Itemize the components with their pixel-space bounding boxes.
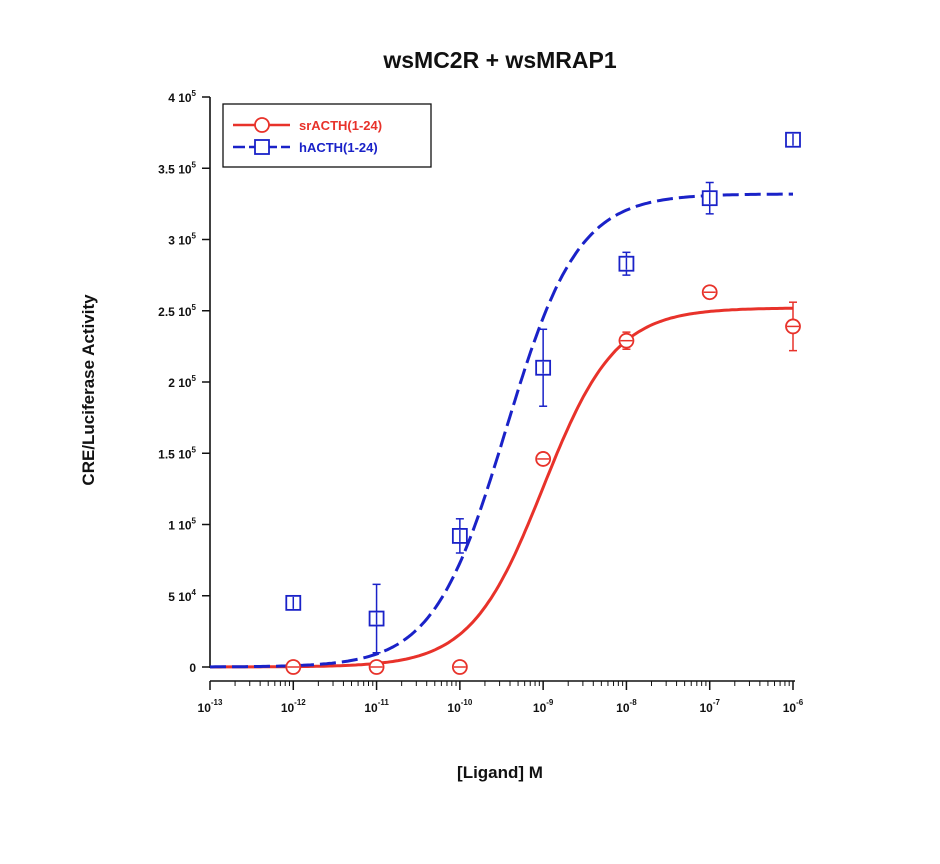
x-tick-label: 10-11 — [364, 698, 389, 715]
legend-marker-square — [254, 139, 270, 155]
y-axis-label: CRE/Luciferase Activity — [79, 294, 98, 486]
y-tick-label: 2 105 — [168, 374, 196, 390]
x-tick-label: 10-8 — [616, 698, 637, 715]
x-tick-label: 10-6 — [783, 698, 804, 715]
legend: srACTH(1-24) hACTH(1-24) — [222, 103, 432, 168]
y-ticks: 0 5 104 1 105 1.5 105 2 105 2.5 105 3 105 3.5 1… — [158, 89, 210, 675]
y-tick-label: 1 105 — [168, 517, 196, 533]
legend-marker-circle — [254, 117, 270, 133]
x-axis-label: [Ligand] M — [457, 763, 543, 782]
x-tick-label: 10-12 — [281, 698, 306, 715]
x-tick-label: 10-13 — [198, 698, 223, 715]
data-points — [285, 131, 801, 675]
fit-curve-sractth — [210, 306, 793, 669]
x-tick-label: 10-9 — [533, 698, 554, 715]
y-tick-label: 4 105 — [168, 89, 196, 105]
legend-box — [222, 103, 432, 168]
y-tick-label: 3.5 105 — [158, 160, 196, 176]
legend-label: srACTH(1-24) — [299, 118, 382, 133]
x-ticks: 10-13 10-12 10-11 10-10 10-9 10-8 10-7 10-6 — [198, 681, 804, 715]
x-tick-label: 10-10 — [447, 698, 472, 715]
legend-label: hACTH(1-24) — [299, 140, 378, 155]
y-tick-label: 1.5 105 — [158, 445, 196, 461]
y-tick-label: 0 — [189, 661, 196, 675]
fit-curve-hacth — [210, 192, 793, 669]
y-tick-label: 3 105 — [168, 232, 196, 248]
chart-title: wsMC2R + wsMRAP1 — [382, 47, 616, 73]
y-tick-label: 5 104 — [168, 588, 196, 604]
x-tick-label: 10-7 — [699, 698, 720, 715]
y-tick-label: 2.5 105 — [158, 303, 196, 319]
plot-area: 0 5 104 1 105 1.5 105 2 105 2.5 105 3 105 3.5 1… — [158, 89, 804, 715]
fit-curves — [210, 192, 793, 669]
